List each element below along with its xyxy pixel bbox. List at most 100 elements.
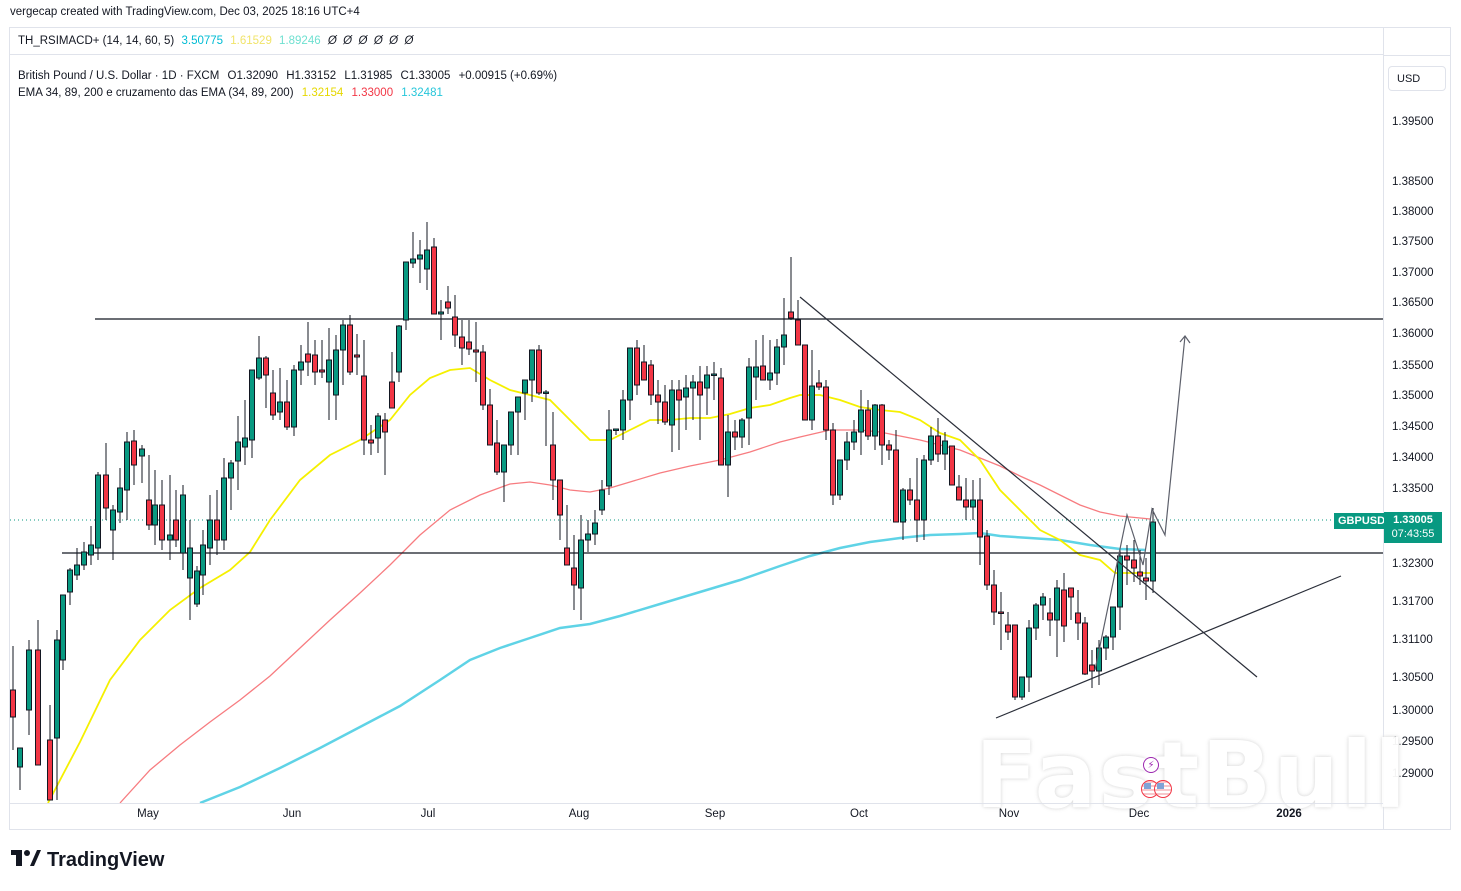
- candle-body: [256, 357, 262, 379]
- candle-body: [949, 445, 955, 486]
- candle-body: [550, 444, 556, 481]
- candle-body: [851, 431, 857, 443]
- currency-selector[interactable]: USD: [1388, 66, 1446, 91]
- candle-body: [879, 404, 885, 446]
- candle-body: [445, 301, 451, 309]
- candle-body: [95, 474, 101, 549]
- candle-body: [333, 349, 339, 396]
- downtrend-line: [799, 296, 1258, 678]
- indicator-legend[interactable]: TH_RSIMACD+ (14, 14, 60, 5) 3.50775 1.61…: [10, 28, 1383, 55]
- candle-body: [1040, 596, 1046, 606]
- candle-body: [200, 544, 206, 576]
- candle-body: [81, 551, 87, 566]
- candle-body: [340, 324, 346, 351]
- candle-body: [998, 611, 1004, 614]
- candle-body: [592, 522, 598, 535]
- lightning-event-icon[interactable]: ⚡: [1143, 757, 1159, 773]
- candle-body: [830, 429, 836, 496]
- time-axis-label: Sep: [704, 808, 726, 820]
- candle-body: [403, 261, 409, 321]
- candle-body: [270, 392, 276, 416]
- price-axis-label: 1.30500: [1392, 672, 1434, 684]
- candle-body: [17, 747, 23, 768]
- candle-body: [1054, 587, 1060, 621]
- ohlc-close: C1.33005: [400, 70, 451, 82]
- candle-body: [194, 570, 200, 605]
- candle-body: [571, 567, 577, 586]
- candle-body: [1026, 627, 1032, 678]
- time-axis-label: Jun: [282, 808, 302, 820]
- candle-body: [697, 381, 703, 396]
- candle-body: [627, 347, 633, 401]
- candle-body: [487, 404, 493, 446]
- candle-body: [1117, 555, 1123, 608]
- indicator-value-2: 1.61529: [230, 35, 272, 47]
- candle-body: [648, 364, 654, 396]
- fastbull-watermark: FastBull: [975, 722, 1408, 829]
- time-axis-label: May: [137, 808, 159, 820]
- price-chart[interactable]: [10, 56, 1383, 803]
- candle-body: [88, 544, 94, 556]
- candle-body: [634, 347, 640, 386]
- candle-body: [1131, 559, 1137, 569]
- us-flag-event-icon[interactable]: [1154, 780, 1172, 798]
- candle-body: [152, 504, 158, 526]
- tradingview-logo[interactable]: TradingView: [11, 849, 164, 872]
- candle-body: [1124, 555, 1130, 561]
- candle-body: [139, 448, 145, 457]
- candle-body: [110, 509, 116, 531]
- candle-body: [54, 639, 60, 739]
- candle-body: [816, 382, 822, 388]
- price-axis-label: 1.38500: [1392, 176, 1434, 188]
- candle-body: [711, 373, 717, 376]
- candle-body: [914, 499, 920, 521]
- ohlc-high: H1.33152: [286, 70, 337, 82]
- candle-body: [1150, 521, 1156, 582]
- candle-body: [131, 440, 137, 466]
- indicator-empty-values: Ø Ø Ø Ø Ø Ø: [327, 35, 414, 47]
- time-axis-label: Aug: [568, 808, 590, 820]
- current-price: 1.33005: [1393, 514, 1433, 526]
- candle-body: [452, 316, 458, 336]
- candle-body: [522, 379, 528, 394]
- candle-body: [35, 649, 41, 766]
- candle-body: [368, 439, 374, 444]
- symbol-description: British Pound / U.S. Dollar · 1D · FXCM: [18, 70, 220, 82]
- uptrend-line: [995, 575, 1342, 719]
- candle-body: [305, 353, 311, 363]
- time-axis[interactable]: [10, 803, 1383, 830]
- symbol-legend[interactable]: British Pound / U.S. Dollar · 1D · FXCM …: [18, 68, 562, 102]
- candle-body: [676, 389, 682, 401]
- candle-body: [1137, 571, 1143, 577]
- candle-body: [886, 444, 892, 451]
- candle-body: [207, 519, 213, 549]
- indicator-name: TH_RSIMACD+ (14, 14, 60, 5): [18, 35, 175, 47]
- candle-body: [298, 361, 304, 371]
- candle-body: [480, 351, 486, 406]
- candle-body: [417, 254, 423, 260]
- candle-body: [187, 547, 193, 579]
- candle-body: [984, 535, 990, 586]
- candle-body: [536, 349, 542, 394]
- candle-body: [431, 246, 437, 315]
- candle-body: [970, 499, 976, 508]
- candle-body: [977, 499, 983, 538]
- price-axis-label: 1.37000: [1392, 267, 1434, 279]
- candle-body: [1082, 622, 1088, 675]
- ema89-value: 1.33000: [351, 87, 394, 99]
- candle-body: [10, 689, 16, 718]
- candle-body: [1110, 606, 1116, 638]
- candle-body: [704, 374, 710, 389]
- candle-body: [173, 519, 179, 541]
- candle-body: [613, 428, 619, 431]
- ohlc-low: L1.31985: [344, 70, 393, 82]
- candle-body: [1103, 636, 1109, 649]
- candle-body: [655, 394, 661, 403]
- candle-body: [284, 401, 290, 428]
- candle-body: [67, 569, 73, 593]
- price-axis-label: 1.36000: [1392, 328, 1434, 340]
- price-axis-label: 1.33500: [1392, 483, 1434, 495]
- ema34-value: 1.32154: [301, 87, 344, 99]
- candle-body: [662, 401, 668, 423]
- candle-body: [578, 539, 584, 589]
